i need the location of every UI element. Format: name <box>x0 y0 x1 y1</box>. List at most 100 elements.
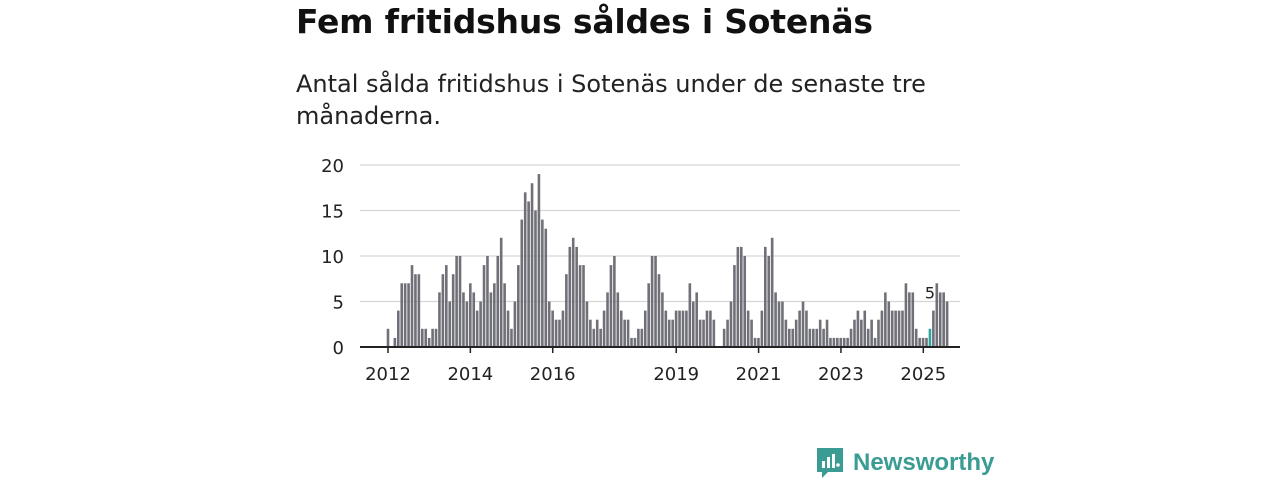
bar <box>870 319 873 347</box>
bar <box>925 337 928 347</box>
chart-subtitle: Antal sålda fritidshus i Sotenäs under d… <box>296 70 926 130</box>
y-tick-label: 0 <box>333 338 344 359</box>
bar <box>403 283 407 347</box>
bar <box>729 301 733 347</box>
bar <box>551 310 554 347</box>
bar <box>788 328 791 347</box>
x-tick-label: 2023 <box>818 364 864 385</box>
bar <box>530 183 534 347</box>
bar <box>777 301 781 347</box>
bar <box>534 210 537 347</box>
bar <box>757 337 760 347</box>
y-tick-label: 10 <box>321 247 344 268</box>
bar <box>822 328 825 347</box>
bar <box>427 337 431 347</box>
bar <box>424 328 428 347</box>
bar <box>884 292 887 347</box>
x-tick-label: 2016 <box>530 364 576 385</box>
bar <box>626 319 630 347</box>
bar <box>565 274 568 347</box>
bar <box>860 319 863 347</box>
data-labels: 5 <box>925 284 935 303</box>
bar <box>914 328 918 347</box>
bar <box>661 292 664 347</box>
bar <box>846 337 849 347</box>
bar <box>808 328 812 347</box>
bar <box>825 319 829 347</box>
bar <box>650 256 654 347</box>
bar <box>599 328 602 347</box>
bar <box>736 246 740 347</box>
bar <box>520 219 524 347</box>
bar <box>434 328 438 347</box>
bar <box>781 301 784 347</box>
bar <box>691 301 695 347</box>
chart-title: Fem fritidshus såldes i Sotenäs <box>296 2 873 41</box>
bar <box>479 301 482 347</box>
bar <box>667 319 671 347</box>
bar <box>513 301 517 347</box>
x-tick-label: 2014 <box>447 364 493 385</box>
bar <box>674 310 678 347</box>
bar <box>613 256 616 347</box>
bar <box>856 310 860 347</box>
bar <box>839 337 843 347</box>
bar <box>794 319 798 347</box>
bar <box>544 228 548 347</box>
y-tick-label: 5 <box>333 293 344 314</box>
y-tick-label: 15 <box>321 202 344 223</box>
x-tick-label: 2019 <box>653 364 699 385</box>
bar <box>750 319 753 347</box>
bar <box>633 337 637 347</box>
bar <box>606 292 609 347</box>
bar <box>441 274 445 347</box>
bar <box>945 301 949 347</box>
bar <box>904 283 908 347</box>
bar <box>623 319 626 347</box>
bar <box>595 319 599 347</box>
bar <box>469 283 472 347</box>
bar <box>688 283 692 347</box>
bar <box>853 319 856 347</box>
brand-logo: Newsworthy <box>815 446 994 480</box>
bar <box>887 301 891 347</box>
bar <box>493 283 496 347</box>
bar <box>753 337 757 347</box>
bar <box>582 265 585 347</box>
bar <box>698 319 702 347</box>
bar <box>774 292 777 347</box>
bar <box>764 246 767 347</box>
bar <box>678 310 681 347</box>
bar <box>894 310 897 347</box>
bar <box>455 256 458 347</box>
bar <box>503 283 506 347</box>
bar <box>767 256 771 347</box>
bar <box>630 337 633 347</box>
bar <box>475 310 479 347</box>
bar <box>541 219 544 347</box>
bar <box>942 292 945 347</box>
bar <box>849 328 853 347</box>
bar <box>554 319 558 347</box>
bar <box>414 274 417 347</box>
bar <box>657 274 661 347</box>
bar <box>911 292 915 347</box>
bar <box>890 310 894 347</box>
bar <box>410 265 414 347</box>
bar <box>496 256 500 347</box>
bar <box>448 301 452 347</box>
bar <box>537 174 541 347</box>
bar <box>671 319 674 347</box>
bar <box>702 319 705 347</box>
bar <box>726 319 729 347</box>
bar <box>506 310 510 347</box>
x-axis: 2012 2014 2016 2019 2021 2023 2025 <box>360 346 960 385</box>
bar <box>866 328 870 347</box>
bar <box>746 310 750 347</box>
bar <box>880 310 884 347</box>
bar <box>465 301 469 347</box>
bar <box>921 337 925 347</box>
bar <box>486 256 489 347</box>
bar <box>421 328 424 347</box>
bar <box>451 274 455 347</box>
